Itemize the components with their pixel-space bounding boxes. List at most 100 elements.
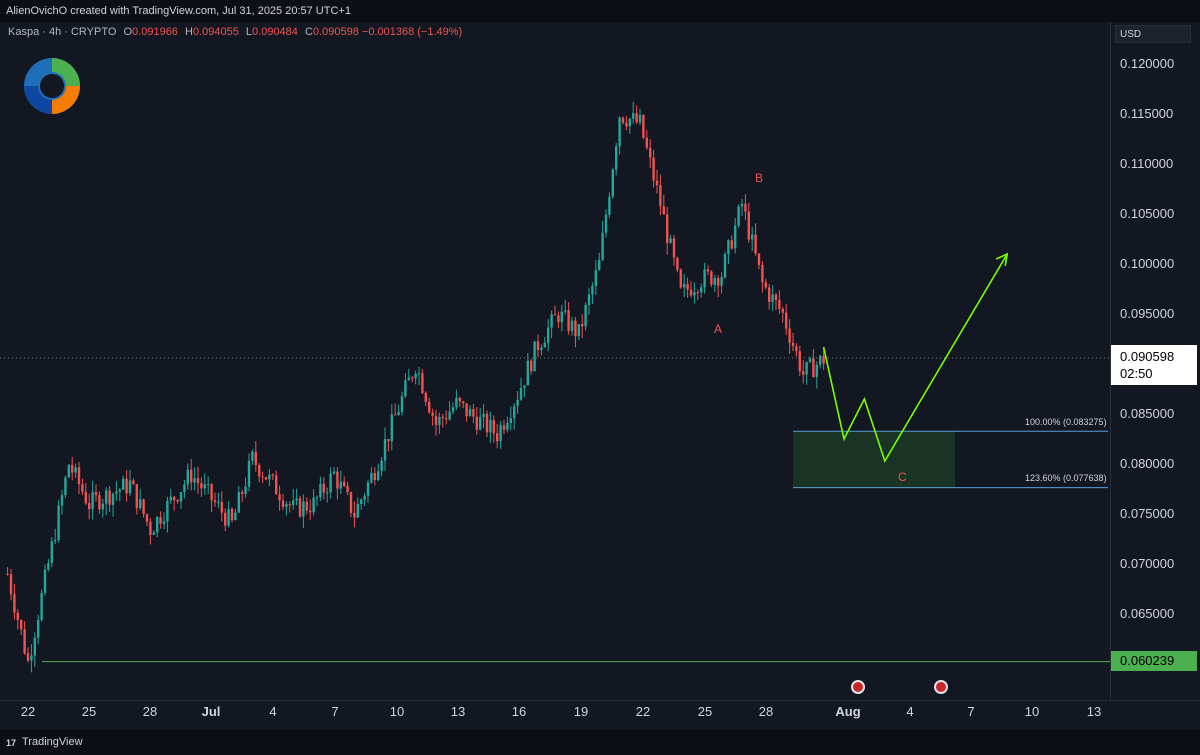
fib-123-label: 123.60% (0.077638) <box>1025 473 1107 483</box>
candle-body <box>244 486 247 494</box>
candle-body <box>445 418 448 420</box>
candle-body <box>380 460 383 472</box>
candle-body <box>706 269 710 272</box>
candle-body <box>536 341 540 351</box>
candle-body <box>615 146 618 170</box>
candle-body <box>387 438 390 442</box>
candle-body <box>523 385 526 388</box>
candle-body <box>587 294 591 305</box>
candle-body <box>717 277 720 286</box>
candle-body <box>805 362 808 375</box>
current-price-label: 0.090598 02:50 <box>1111 345 1197 385</box>
candle-body <box>98 495 101 510</box>
candle-body <box>298 498 302 517</box>
candle-body <box>417 373 421 375</box>
candle-body <box>482 413 485 418</box>
candle-body <box>594 270 597 286</box>
candle-body <box>815 364 818 378</box>
candle-body <box>785 312 788 329</box>
candle-body <box>33 637 36 656</box>
candle-body <box>468 409 472 417</box>
wave-label-a: A <box>714 322 723 336</box>
candle-body <box>642 114 645 138</box>
candle-body <box>349 492 353 513</box>
candle-body <box>339 481 342 489</box>
price-chart[interactable] <box>0 22 1110 700</box>
candle-body <box>475 416 478 430</box>
candle-body <box>683 283 686 288</box>
candle-body <box>373 472 376 480</box>
candle-body <box>754 234 757 254</box>
date-label: 4 <box>269 704 277 719</box>
candle-body <box>94 492 98 496</box>
candle-body <box>499 425 502 442</box>
candle-body <box>220 501 223 513</box>
candle-body <box>778 299 781 309</box>
candle-body <box>247 460 251 487</box>
candle-body <box>353 512 356 518</box>
candle-body <box>526 360 529 386</box>
candle-body <box>645 137 648 148</box>
candle-body <box>237 492 240 513</box>
candle-body <box>428 401 431 413</box>
kaspa-logo-icon <box>24 58 80 114</box>
price-tick-label: 0.100000 <box>1120 256 1175 271</box>
candle-body <box>550 314 553 328</box>
high-label: H <box>185 26 193 38</box>
credit-text: AlienOvichO created with TradingView.com… <box>6 5 351 17</box>
candle-body <box>812 358 815 378</box>
date-label: 25 <box>697 704 713 719</box>
candle-body <box>264 476 268 480</box>
candle-body <box>747 211 750 240</box>
candle-body <box>557 315 560 323</box>
date-label: 16 <box>511 704 527 719</box>
candle-body <box>774 294 778 300</box>
symbol-title: Kaspa · 4h · CRYPTO <box>8 26 117 38</box>
symbol-legend: Kaspa · 4h · CRYPTO O0.091966 H0.094055 … <box>8 26 462 38</box>
candle-body <box>530 360 533 372</box>
candle-body <box>798 351 801 372</box>
candle-body <box>57 505 60 540</box>
price-tick-label: 0.080000 <box>1120 456 1175 471</box>
candle-body <box>472 409 475 417</box>
candle-body <box>496 433 499 442</box>
time-axis[interactable] <box>0 700 1200 731</box>
candle-body <box>533 341 536 372</box>
candle-body <box>744 203 747 212</box>
candle-body <box>26 653 30 661</box>
candle-body <box>652 157 655 181</box>
candle-body <box>513 406 516 419</box>
candle-body <box>309 510 312 513</box>
candle-body <box>81 484 84 492</box>
candle-body <box>77 467 81 485</box>
candle-body <box>581 324 584 327</box>
candle-body <box>455 397 458 408</box>
candle-body <box>543 342 546 348</box>
candle-body <box>710 271 713 285</box>
candle-body <box>560 311 563 323</box>
candle-body <box>730 240 733 249</box>
candle-body <box>305 501 308 511</box>
candle-body <box>625 122 628 127</box>
price-tick-label: 0.120000 <box>1120 56 1175 71</box>
date-label: 22 <box>20 704 36 719</box>
candle-body <box>431 412 434 416</box>
credit-bar: AlienOvichO created with TradingView.com… <box>0 0 1200 22</box>
date-label: 10 <box>389 704 405 719</box>
us-flag-event-icon[interactable] <box>851 680 865 694</box>
date-label: 7 <box>967 704 975 719</box>
candle-body <box>43 569 47 593</box>
price-tick-label: 0.085000 <box>1120 406 1175 421</box>
candle-body <box>424 393 427 402</box>
candle-body <box>727 240 730 255</box>
candle-body <box>577 324 580 337</box>
candle-body <box>516 399 519 407</box>
us-flag-event-icon[interactable] <box>934 680 948 694</box>
candle-body <box>608 196 611 215</box>
high-value: 0.094055 <box>192 26 239 38</box>
candle-body <box>649 147 652 158</box>
candle-body <box>547 327 550 343</box>
currency-badge[interactable]: USD <box>1115 25 1191 43</box>
candle-body <box>213 500 217 502</box>
candle-body <box>611 169 614 197</box>
